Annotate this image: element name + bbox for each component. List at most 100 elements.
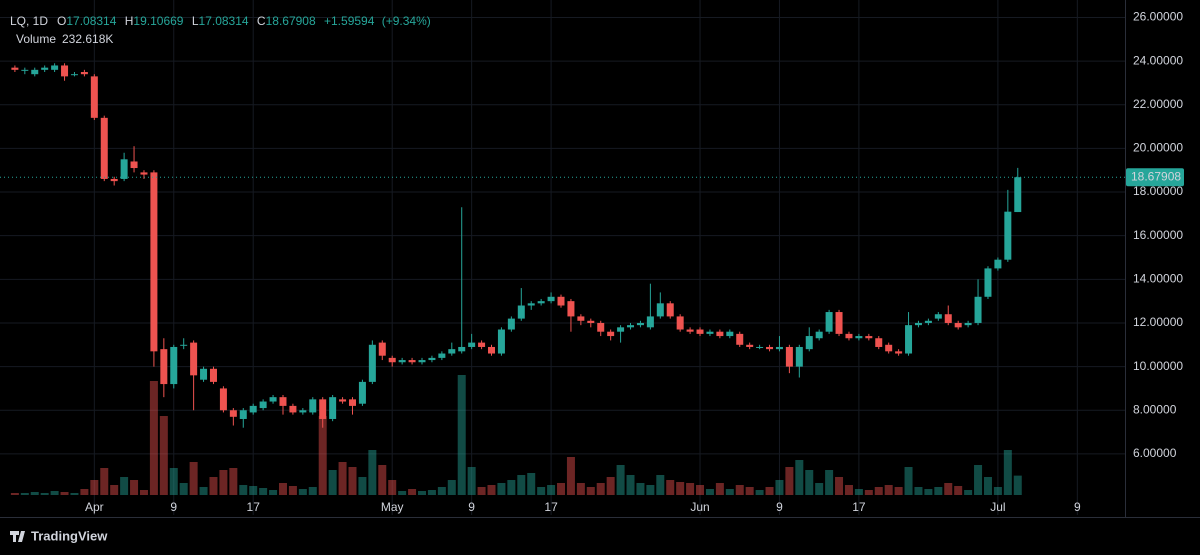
candle-body <box>964 322 972 326</box>
volume-bar <box>795 460 804 495</box>
candle-body <box>597 322 605 332</box>
candle-body <box>190 342 198 376</box>
candles <box>11 63 1022 428</box>
volume-bar <box>696 485 705 495</box>
candle-body <box>239 410 247 419</box>
candle-body <box>656 303 664 317</box>
volume-bar <box>90 480 99 495</box>
y-tick-label: 26.00000 <box>1133 10 1183 24</box>
y-tick-label: 22.00000 <box>1133 97 1183 111</box>
candle-body <box>885 344 893 352</box>
volume-bar <box>169 468 178 495</box>
candle-body <box>617 327 625 332</box>
volume-bar <box>30 492 39 495</box>
candle-body <box>80 72 88 75</box>
y-tick-label: 16.00000 <box>1133 228 1183 242</box>
candle-body <box>438 353 446 358</box>
candle-body <box>944 314 952 323</box>
volume-bar <box>229 468 238 495</box>
volume-bar <box>239 485 248 495</box>
candle-body <box>339 399 347 402</box>
brand: TradingView <box>10 528 108 543</box>
candle-body <box>259 401 267 409</box>
candle-body <box>478 342 486 347</box>
y-tick-label: 12.00000 <box>1133 315 1183 329</box>
volume-bar <box>348 467 357 495</box>
volume-bar <box>80 489 89 495</box>
candle-body <box>398 360 406 363</box>
candle-body <box>716 331 724 337</box>
volume-bar <box>110 485 119 495</box>
volume-bar <box>854 489 863 495</box>
candle-body <box>905 325 913 354</box>
candle-body <box>527 303 535 306</box>
volume-bar <box>199 487 208 495</box>
candle-body <box>289 405 297 413</box>
x-tick-label: Jul <box>990 500 1005 514</box>
candle-body <box>458 346 466 352</box>
volume-bar <box>437 487 446 495</box>
volume-bar <box>566 457 575 495</box>
low-value: 17.08314 <box>199 14 249 28</box>
candle-body <box>21 69 29 71</box>
y-tick-label: 8.00000 <box>1133 402 1177 416</box>
volume-bar <box>447 480 456 495</box>
volume-bar <box>646 485 655 495</box>
volume-bar <box>656 475 665 495</box>
candle-body <box>388 357 396 363</box>
candle-body <box>31 69 39 75</box>
volume-bar <box>60 492 69 495</box>
candle-body <box>90 76 98 118</box>
volume-bar <box>417 491 426 495</box>
candle-body <box>348 399 356 406</box>
candle-body <box>70 74 78 76</box>
volume-bar <box>874 487 883 495</box>
candle-body <box>676 316 684 330</box>
candle-body <box>150 172 158 352</box>
candle-body <box>587 320 595 323</box>
volume-bar <box>686 483 695 495</box>
candle-body <box>497 329 505 354</box>
volume-bar <box>775 480 784 495</box>
candle-body <box>170 346 178 385</box>
volume-bar <box>477 487 486 495</box>
volume-pane <box>10 375 1022 495</box>
candle-body <box>299 410 307 413</box>
x-tick-label: Apr <box>85 500 104 514</box>
candle-body <box>11 67 19 70</box>
candle-body <box>875 338 883 347</box>
candle-body <box>200 368 208 380</box>
open-label: O <box>57 14 66 28</box>
volume-bar <box>626 475 635 495</box>
ohlc-legend: O17.08314 H19.10669 L17.08314 C18.67908 … <box>57 14 431 28</box>
volume-bar <box>120 477 129 495</box>
candle-body <box>418 360 426 363</box>
candle-body <box>845 333 853 339</box>
volume-bar <box>924 489 933 495</box>
volume-bar <box>338 462 347 495</box>
volume-bar <box>130 480 139 495</box>
volume-bar <box>149 381 158 495</box>
volume-bar <box>596 483 605 495</box>
candle-body <box>825 312 833 332</box>
volume-bar <box>527 473 536 495</box>
volume-bar <box>40 493 49 495</box>
volume-bar <box>278 483 287 495</box>
volume-bar <box>1013 475 1022 495</box>
volume-bar <box>676 482 685 495</box>
y-tick-label: 20.00000 <box>1133 141 1183 155</box>
brand-name: TradingView <box>31 528 108 543</box>
candle-body <box>895 351 903 354</box>
volume-bar <box>884 485 893 495</box>
y-tick-label: 10.00000 <box>1133 359 1183 373</box>
volume-bar <box>308 487 317 495</box>
volume-bar <box>368 450 377 495</box>
volume-bar <box>70 493 79 495</box>
candle-body <box>954 322 962 328</box>
candle-body <box>140 172 148 175</box>
volume-bar <box>497 483 506 495</box>
candle-body <box>855 336 863 339</box>
volume-bar <box>934 487 943 495</box>
candle-body <box>61 65 69 77</box>
